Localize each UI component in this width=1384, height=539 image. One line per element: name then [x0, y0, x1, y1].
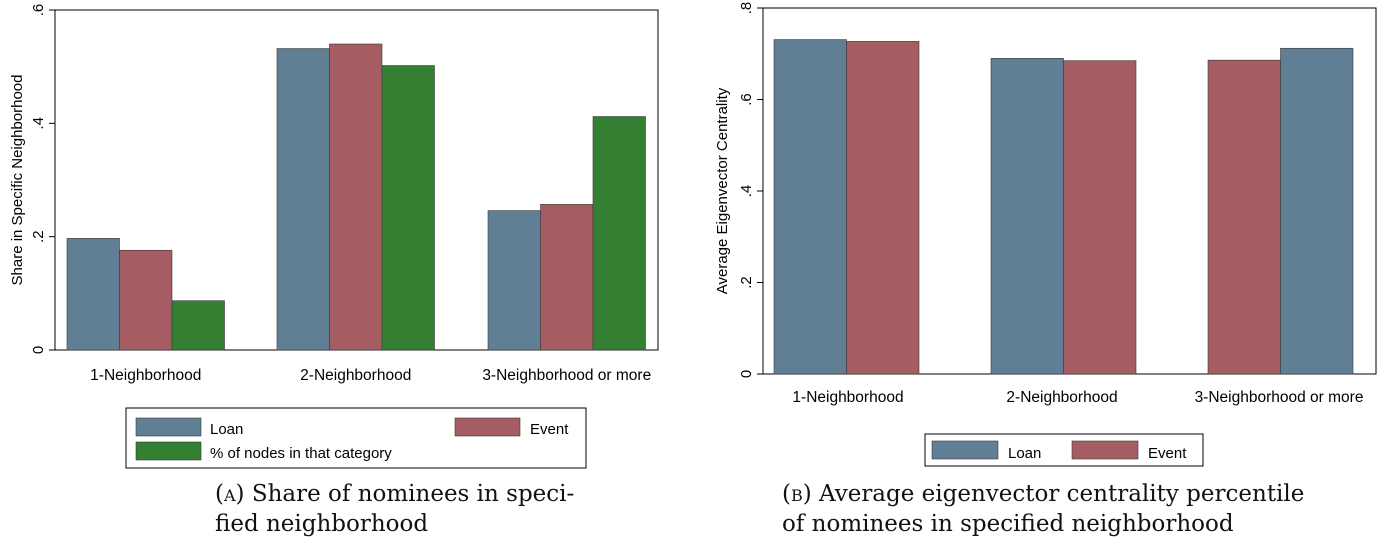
y-axis-label: Share in Specific Neighborhood: [9, 75, 26, 286]
x-tick-label-2-neighborhood: 2-Neighborhood: [300, 367, 411, 384]
legend-label-event: Event: [530, 421, 569, 438]
caption-b-label: (b): [782, 481, 812, 507]
caption-b-line2-box: of nominees in specified neighborhood: [782, 509, 1234, 539]
caption-a-label: (a): [215, 481, 245, 507]
legend-swatch-loan: [135, 417, 202, 437]
y-axis-label: Average Eigenvector Centrality: [714, 87, 731, 294]
x-tick-label-2-neighborhood: 2-Neighborhood: [1006, 389, 1117, 406]
bar-loan-3-neighborhood-or-more: [1280, 47, 1354, 375]
bar-loan-2-neighborhood: [276, 48, 330, 351]
bar-loan-1-neighborhood: [773, 39, 847, 375]
caption-a-line1: Share of nominees in speci-: [251, 481, 575, 507]
x-tick-label-3-neighborhood-or-more: 3-Neighborhood or more: [482, 367, 651, 384]
bar-event-3-neighborhood-or-more: [1207, 59, 1281, 375]
bar-loan-1-neighborhood: [66, 238, 120, 351]
chart-a-share-of-nominees: 0 .2 .4 .6 Share in Specific Neighborhood 1-N…: [9, 4, 659, 469]
x-tick-label-1-neighborhood: 1-Neighborhood: [90, 367, 201, 384]
bar-event-1-neighborhood: [119, 249, 173, 351]
legend-swatch-loan: [931, 440, 999, 460]
legend-a: Loan Event % of nodes in that category: [125, 407, 587, 469]
bar-event-2-neighborhood: [1063, 60, 1137, 375]
bar-of-nodes-in-that-category-3-neighborhood-or-more: [592, 116, 646, 351]
y-tick-label: 0: [30, 346, 47, 354]
legend-label-event: Event: [1148, 445, 1187, 462]
bar-loan-3-neighborhood-or-more: [487, 210, 541, 351]
caption-b: (b) Average eigenvector centrality perce…: [782, 479, 1304, 509]
y-tick-label: .6: [30, 4, 47, 17]
bar-event-2-neighborhood: [329, 43, 383, 351]
caption-b-line2: of nominees in specified neighborhood: [782, 511, 1234, 537]
bar-event-3-neighborhood-or-more: [540, 204, 594, 351]
caption-a-line2-box: fied neighborhood: [215, 509, 428, 539]
legend-label-of-nodes-in-that-category: % of nodes in that category: [210, 445, 392, 462]
legend-b: Loan Event: [924, 433, 1204, 467]
x-tick-label-3-neighborhood-or-more: 3-Neighborhood or more: [1195, 389, 1364, 406]
y-tick-label: .8: [738, 2, 755, 15]
legend-swatch-event: [454, 417, 521, 437]
y-tick-label: .6: [738, 93, 755, 106]
legend-label-loan: Loan: [1008, 445, 1041, 462]
legend-swatch-event: [1071, 440, 1139, 460]
y-tick-label: .4: [738, 185, 755, 198]
y-tick-label: .2: [30, 230, 47, 243]
caption-a: (a) Share of nominees in speci-: [215, 479, 574, 509]
x-tick-label-1-neighborhood: 1-Neighborhood: [792, 389, 903, 406]
bar-of-nodes-in-that-category-2-neighborhood: [381, 65, 435, 351]
legend-swatch-of-nodes-in-that-category: [135, 441, 202, 461]
caption-a-line2: fied neighborhood: [215, 511, 429, 537]
y-tick-label: .2: [738, 276, 755, 289]
bar-loan-2-neighborhood: [990, 58, 1064, 375]
bar-of-nodes-in-that-category-1-neighborhood: [171, 300, 225, 351]
y-tick-label: 0: [738, 370, 755, 378]
legend-label-loan: Loan: [210, 421, 243, 438]
y-tick-label: .4: [30, 117, 47, 130]
caption-b-line1: Average eigenvector centrality percentil…: [819, 481, 1305, 507]
chart-b-average-eigenvector-centrality: 0 .2 .4 .6 .8 Average Eigenvector Centrality 1…: [714, 2, 1377, 467]
bar-event-1-neighborhood: [846, 41, 920, 375]
